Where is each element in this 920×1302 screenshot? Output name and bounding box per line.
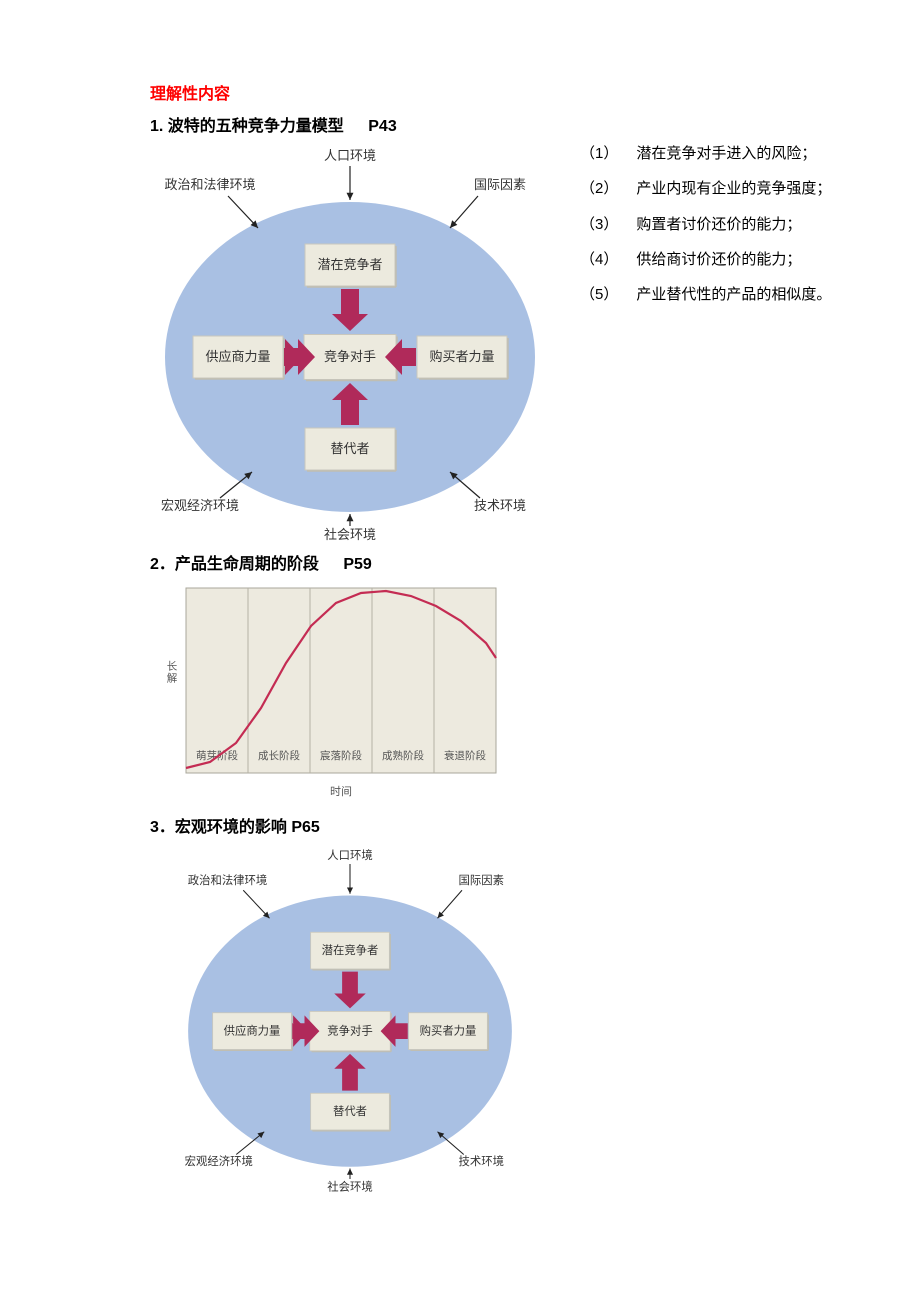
svg-text:购买者力量: 购买者力量: [420, 1024, 477, 1038]
section1-heading: 1. 波特的五种竞争力量模型 P43: [150, 112, 860, 136]
svg-text:替代者: 替代者: [330, 441, 369, 456]
lifecycle-svg: 萌芽阶段成长阶段宸落阶段成熟阶段衰退阶段长解时间: [160, 580, 500, 805]
svg-text:国际因素: 国际因素: [474, 177, 526, 192]
list-text: 潜在竞争对手进入的风险；: [636, 142, 831, 165]
svg-text:成长阶段: 成长阶段: [258, 749, 300, 762]
list-item: （2） 产业内现有企业的竞争强度；: [580, 177, 831, 200]
macro-diagram: 竞争对手 潜在竞争者替代者 供应商力量 购买者力量 人口环境政治和法律环境 国际因素宏观经…: [160, 843, 560, 1193]
svg-text:社会环境: 社会环境: [327, 1179, 372, 1193]
svg-text:成熟阶段: 成熟阶段: [382, 749, 424, 762]
svg-text:竞争对手: 竞争对手: [324, 349, 376, 364]
svg-text:技术环境: 技术环境: [459, 1154, 504, 1168]
svg-text:宸落阶段: 宸落阶段: [320, 749, 362, 762]
porter-svg: 竞争对手 潜在竞争者替代者 供应商力量 购买者力量 人口环境政治和法律环境 国际因素宏观经…: [150, 142, 550, 542]
list-text: 产业内现有企业的竞争强度；: [636, 177, 831, 200]
lifecycle-chart: 萌芽阶段成长阶段宸落阶段成熟阶段衰退阶段长解时间: [160, 580, 500, 805]
svg-text:国际因素: 国际因素: [459, 874, 504, 887]
porter-diagram: 竞争对手 潜在竞争者替代者 供应商力量 购买者力量 人口环境政治和法律环境 国际因素宏观经…: [150, 142, 550, 542]
list-item: （3） 购置者讨价还价的能力；: [580, 213, 831, 236]
svg-text:人口环境: 人口环境: [324, 148, 376, 163]
list-number: （5）: [580, 283, 618, 306]
list-number: （2）: [580, 177, 618, 200]
svg-text:潜在竞争者: 潜在竞争者: [317, 257, 382, 272]
list-number: （4）: [580, 248, 618, 271]
section2-heading: 2．产品生命周期的阶段 P59: [150, 550, 860, 574]
section3-heading-text: 3．宏观环境的影响: [150, 819, 287, 836]
svg-text:时间: 时间: [330, 785, 352, 798]
svg-text:替代者: 替代者: [333, 1104, 367, 1118]
section3-page: P65: [291, 819, 319, 836]
svg-text:购买者力量: 购买者力量: [429, 349, 494, 364]
svg-text:宏观经济环境: 宏观经济环境: [161, 498, 239, 513]
section2-heading-text: 2．产品生命周期的阶段: [150, 556, 319, 573]
svg-text:供应商力量: 供应商力量: [205, 349, 270, 364]
svg-text:解: 解: [167, 671, 178, 684]
list-item: （5） 产业替代性的产品的相似度。: [580, 283, 831, 306]
macro-svg: 竞争对手 潜在竞争者替代者 供应商力量 购买者力量 人口环境政治和法律环境 国际因素宏观经…: [160, 843, 540, 1193]
svg-text:衰退阶段: 衰退阶段: [444, 749, 486, 762]
list-item: （4） 供给商讨价还价的能力；: [580, 248, 831, 271]
list-number: （1）: [580, 142, 618, 165]
svg-text:技术环境: 技术环境: [474, 498, 526, 513]
list-item: （1） 潜在竞争对手进入的风险；: [580, 142, 831, 165]
svg-text:潜在竞争者: 潜在竞争者: [322, 943, 379, 957]
section1-heading-text: 1. 波特的五种竞争力量模型: [150, 118, 344, 135]
section3-heading: 3．宏观环境的影响 P65: [150, 813, 860, 837]
list-text: 产业替代性的产品的相似度。: [636, 283, 831, 306]
svg-text:人口环境: 人口环境: [327, 848, 372, 862]
section1-list: （1） 潜在竞争对手进入的风险； （2） 产业内现有企业的竞争强度； （3） 购置者讨价还…: [580, 142, 831, 306]
list-text: 供给商讨价还价的能力；: [636, 248, 831, 271]
section2-page: P59: [343, 556, 371, 573]
page-title: 理解性内容: [150, 80, 860, 104]
list-number: （3）: [580, 213, 618, 236]
svg-text:供应商力量: 供应商力量: [224, 1024, 281, 1038]
svg-text:竞争对手: 竞争对手: [327, 1024, 372, 1038]
svg-text:社会环境: 社会环境: [324, 527, 376, 542]
section1-page: P43: [368, 118, 396, 135]
svg-text:宏观经济环境: 宏观经济环境: [185, 1154, 253, 1168]
section1-row: 竞争对手 潜在竞争者替代者 供应商力量 购买者力量 人口环境政治和法律环境 国际因素宏观经…: [150, 142, 860, 542]
list-text: 购置者讨价还价的能力；: [636, 213, 831, 236]
svg-text:长: 长: [167, 660, 178, 672]
svg-text:政治和法律环境: 政治和法律环境: [188, 873, 268, 887]
svg-text:政治和法律环境: 政治和法律环境: [164, 177, 255, 192]
